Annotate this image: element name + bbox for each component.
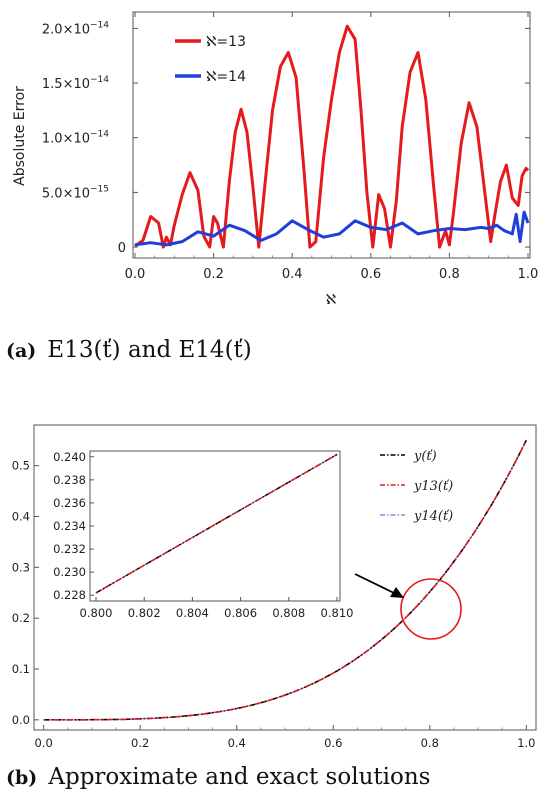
zoom-arrow-shaft bbox=[354, 573, 397, 595]
inset-plot: 0.800 0.802 0.804 0.806 0.808 0.810 0.228 0.230… bbox=[53, 450, 353, 620]
panel-b: 0.0 0.2 0.4 0.6 0.8 1.0 0.0 0.1 0.2 0.3 0.4 0.5 0.8… bbox=[6, 424, 537, 790]
inset-series bbox=[95, 453, 338, 594]
panel-a-x-tick-label: 1.0 bbox=[518, 267, 539, 282]
panel-a-caption-label: (a) bbox=[6, 340, 36, 362]
panel-b-y-tick-label: 0.3 bbox=[12, 560, 30, 574]
panel-b-x-tick-label: 0.2 bbox=[131, 736, 149, 750]
panel-a-series-line-1 bbox=[134, 210, 530, 247]
inset-y-tick-label: 0.234 bbox=[53, 519, 86, 533]
inset-x-tick-label: 0.804 bbox=[176, 606, 209, 620]
panel-a-y-tick-label: 2.0×10−14 bbox=[42, 20, 109, 37]
inset-ticks: 0.800 0.802 0.804 0.806 0.808 0.810 0.228 0.230… bbox=[53, 450, 353, 620]
panel-a-ticks: 0.0 0.2 0.4 0.6 0.8 1.0 0 5.0×10−15 1.0×10−14 1.5… bbox=[42, 12, 538, 282]
inset-x-tick-label: 0.800 bbox=[80, 606, 113, 620]
inset-y-tick-label: 0.230 bbox=[53, 565, 86, 579]
panel-a-x-tick-label: 0.2 bbox=[203, 267, 224, 282]
panel-b-y-tick-label: 0.4 bbox=[12, 510, 30, 524]
panel-b-ticks: 0.0 0.2 0.4 0.6 0.8 1.0 0.0 0.1 0.2 0.3 0.4 0.5 bbox=[12, 459, 536, 750]
legend-label-n13: ℵ=13 bbox=[206, 34, 246, 50]
inset-x-tick-label: 0.802 bbox=[128, 606, 161, 620]
panel-b-caption-text: Approximate and exact solutions bbox=[47, 764, 430, 790]
inset-x-tick-label: 0.806 bbox=[224, 606, 257, 620]
panel-a-y-tick-label: 5.0×10−15 bbox=[42, 184, 109, 201]
panel-a-y-tick-label: 0 bbox=[118, 241, 126, 256]
panel-a-caption-text: E13(ť) and E14(ť) bbox=[47, 337, 251, 363]
panel-b-x-tick-label: 0.6 bbox=[324, 736, 342, 750]
inset-y-tick-label: 0.236 bbox=[53, 496, 86, 510]
panel-a-x-axis-label: ℵ bbox=[326, 292, 336, 308]
legend-label-y14: y14(ť) bbox=[413, 509, 453, 524]
panel-b-x-tick-label: 0.8 bbox=[421, 736, 439, 750]
panel-b-legend: y(ť) y13(ť) y14(ť) bbox=[380, 449, 453, 524]
panel-a-frame bbox=[132, 11, 531, 259]
panel-b-caption: (b) Approximate and exact solutions bbox=[6, 764, 430, 790]
inset-y-tick-label: 0.240 bbox=[53, 450, 86, 464]
panel-a: 0.0 0.2 0.4 0.6 0.8 1.0 0 5.0×10−15 1.0×10−14 1.5… bbox=[6, 11, 538, 363]
inset-x-tick-label: 0.808 bbox=[272, 606, 305, 620]
inset-series-line-y13 bbox=[95, 453, 338, 594]
panel-b-caption-label: (b) bbox=[6, 767, 37, 789]
panel-a-series bbox=[134, 24, 530, 249]
panel-a-caption: (a) E13(ť) and E14(ť) bbox=[6, 337, 252, 363]
panel-a-y-tick-label: 1.5×10−14 bbox=[42, 75, 109, 92]
zoom-arrow-head bbox=[390, 587, 404, 598]
inset-y-tick-label: 0.228 bbox=[53, 588, 86, 602]
inset-y-tick-label: 0.238 bbox=[53, 473, 86, 487]
panel-b-y-tick-label: 0.0 bbox=[12, 713, 30, 727]
panel-a-series-line-0 bbox=[134, 24, 530, 249]
panel-a-x-tick-label: 0.6 bbox=[360, 267, 381, 282]
panel-b-series bbox=[43, 439, 528, 721]
panel-a-x-tick-label: 0.0 bbox=[125, 267, 146, 282]
panel-a-y-axis-label: Absolute Error bbox=[12, 86, 28, 186]
panel-b-x-tick-label: 1.0 bbox=[517, 736, 535, 750]
legend-label-y13: y13(ť) bbox=[413, 479, 453, 494]
panel-b-x-tick-label: 0.0 bbox=[35, 736, 53, 750]
panel-b-series-line-2 bbox=[43, 439, 528, 721]
inset-y-tick-label: 0.232 bbox=[53, 542, 86, 556]
panel-b-x-tick-label: 0.4 bbox=[228, 736, 246, 750]
panel-b-y-tick-label: 0.5 bbox=[12, 459, 30, 473]
panel-a-x-tick-label: 0.8 bbox=[439, 267, 460, 282]
legend-label-exact: y(ť) bbox=[413, 449, 437, 464]
panel-b-y-tick-label: 0.2 bbox=[12, 611, 30, 625]
panel-b-y-tick-label: 0.1 bbox=[12, 662, 30, 676]
zoom-region-circle bbox=[400, 578, 462, 640]
legend-label-n14: ℵ=14 bbox=[206, 69, 246, 85]
panel-a-x-tick-label: 0.4 bbox=[282, 267, 303, 282]
panel-a-legend: ℵ=13 ℵ=14 bbox=[175, 34, 246, 85]
inset-x-tick-label: 0.810 bbox=[321, 606, 354, 620]
panel-a-y-tick-label: 1.0×10−14 bbox=[42, 130, 109, 147]
